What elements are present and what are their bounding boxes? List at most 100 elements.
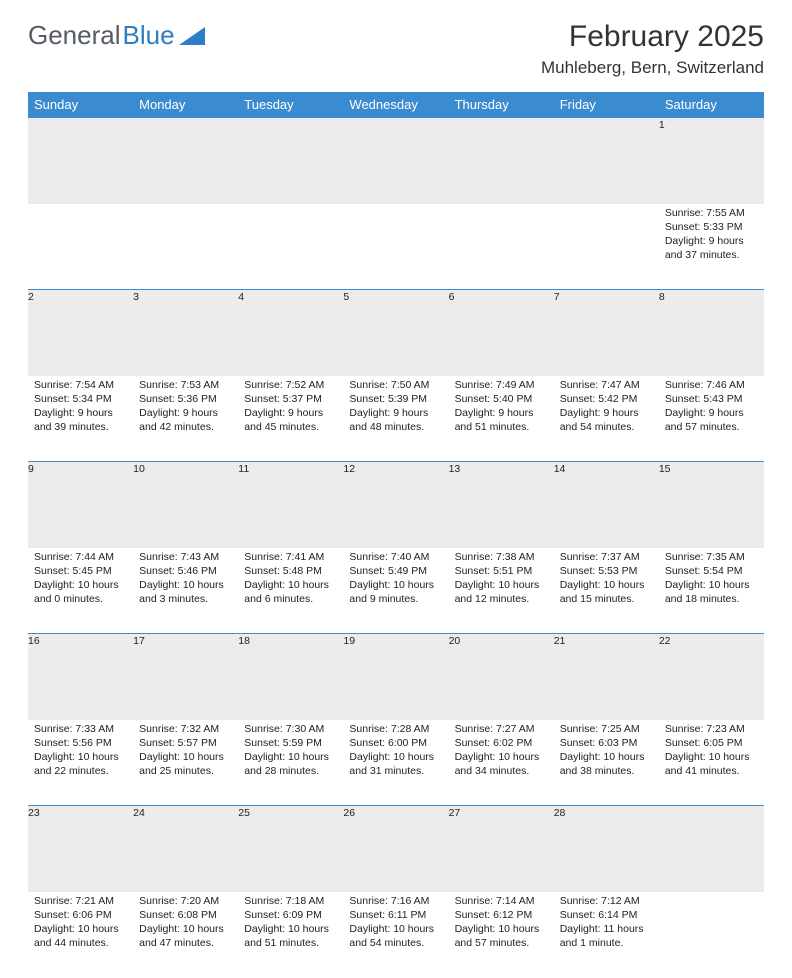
- sunset-text: Sunset: 5:42 PM: [560, 392, 653, 406]
- daylight-text: Daylight: 10 hours and 51 minutes.: [244, 922, 337, 950]
- day-number: 2: [28, 290, 133, 376]
- logo-triangle-icon: [179, 27, 205, 45]
- day-number: [238, 118, 343, 204]
- daynum-row: 9101112131415: [28, 462, 764, 548]
- day-cell: Sunrise: 7:50 AMSunset: 5:39 PMDaylight:…: [343, 376, 448, 462]
- day-cell: Sunrise: 7:30 AMSunset: 5:59 PMDaylight:…: [238, 720, 343, 806]
- day-header: Wednesday: [343, 92, 448, 118]
- day-cell: Sunrise: 7:37 AMSunset: 5:53 PMDaylight:…: [554, 548, 659, 634]
- day-header-row: Sunday Monday Tuesday Wednesday Thursday…: [28, 92, 764, 118]
- sunset-text: Sunset: 5:36 PM: [139, 392, 232, 406]
- sunrise-text: Sunrise: 7:30 AM: [244, 722, 337, 736]
- sunrise-text: Sunrise: 7:35 AM: [665, 550, 758, 564]
- sunset-text: Sunset: 6:11 PM: [349, 908, 442, 922]
- day-number: 16: [28, 634, 133, 720]
- day-number: 5: [343, 290, 448, 376]
- daylight-text: Daylight: 10 hours and 28 minutes.: [244, 750, 337, 778]
- daylight-text: Daylight: 10 hours and 34 minutes.: [455, 750, 548, 778]
- sunset-text: Sunset: 6:02 PM: [455, 736, 548, 750]
- sunset-text: Sunset: 6:09 PM: [244, 908, 337, 922]
- day-number: 3: [133, 290, 238, 376]
- day-cell: Sunrise: 7:41 AMSunset: 5:48 PMDaylight:…: [238, 548, 343, 634]
- day-number: 24: [133, 806, 238, 892]
- sunrise-text: Sunrise: 7:32 AM: [139, 722, 232, 736]
- daylight-text: Daylight: 10 hours and 41 minutes.: [665, 750, 758, 778]
- sunrise-text: Sunrise: 7:40 AM: [349, 550, 442, 564]
- sunset-text: Sunset: 6:05 PM: [665, 736, 758, 750]
- sunrise-text: Sunrise: 7:54 AM: [34, 378, 127, 392]
- sunset-text: Sunset: 6:12 PM: [455, 908, 548, 922]
- day-number: [28, 118, 133, 204]
- day-number: 25: [238, 806, 343, 892]
- day-cell: Sunrise: 7:43 AMSunset: 5:46 PMDaylight:…: [133, 548, 238, 634]
- day-number: 13: [449, 462, 554, 548]
- sunset-text: Sunset: 5:49 PM: [349, 564, 442, 578]
- day-number: 14: [554, 462, 659, 548]
- logo-text-general: General: [28, 20, 121, 51]
- daynum-row: 232425262728: [28, 806, 764, 892]
- daylight-text: Daylight: 10 hours and 54 minutes.: [349, 922, 442, 950]
- daylight-text: Daylight: 10 hours and 44 minutes.: [34, 922, 127, 950]
- sunset-text: Sunset: 5:39 PM: [349, 392, 442, 406]
- sunset-text: Sunset: 6:03 PM: [560, 736, 653, 750]
- day-cell: Sunrise: 7:23 AMSunset: 6:05 PMDaylight:…: [659, 720, 764, 806]
- sunrise-text: Sunrise: 7:12 AM: [560, 894, 653, 908]
- day-number: 9: [28, 462, 133, 548]
- sunrise-text: Sunrise: 7:33 AM: [34, 722, 127, 736]
- day-number: 20: [449, 634, 554, 720]
- day-number: 6: [449, 290, 554, 376]
- day-number: [343, 118, 448, 204]
- day-header: Monday: [133, 92, 238, 118]
- daylight-text: Daylight: 10 hours and 47 minutes.: [139, 922, 232, 950]
- sunset-text: Sunset: 5:37 PM: [244, 392, 337, 406]
- daylight-text: Daylight: 9 hours and 42 minutes.: [139, 406, 232, 434]
- day-cell: Sunrise: 7:52 AMSunset: 5:37 PMDaylight:…: [238, 376, 343, 462]
- daylight-text: Daylight: 9 hours and 39 minutes.: [34, 406, 127, 434]
- week-row: Sunrise: 7:54 AMSunset: 5:34 PMDaylight:…: [28, 376, 764, 462]
- title-block: February 2025 Muhleberg, Bern, Switzerla…: [541, 20, 764, 78]
- day-cell: Sunrise: 7:49 AMSunset: 5:40 PMDaylight:…: [449, 376, 554, 462]
- day-cell: [554, 204, 659, 290]
- sunset-text: Sunset: 5:59 PM: [244, 736, 337, 750]
- sunrise-text: Sunrise: 7:38 AM: [455, 550, 548, 564]
- sunset-text: Sunset: 6:08 PM: [139, 908, 232, 922]
- day-cell: Sunrise: 7:46 AMSunset: 5:43 PMDaylight:…: [659, 376, 764, 462]
- daylight-text: Daylight: 10 hours and 57 minutes.: [455, 922, 548, 950]
- daylight-text: Daylight: 10 hours and 15 minutes.: [560, 578, 653, 606]
- week-row: Sunrise: 7:33 AMSunset: 5:56 PMDaylight:…: [28, 720, 764, 806]
- week-row: Sunrise: 7:55 AMSunset: 5:33 PMDaylight:…: [28, 204, 764, 290]
- day-cell: Sunrise: 7:47 AMSunset: 5:42 PMDaylight:…: [554, 376, 659, 462]
- month-title: February 2025: [541, 20, 764, 54]
- sunset-text: Sunset: 6:00 PM: [349, 736, 442, 750]
- day-cell: [133, 204, 238, 290]
- logo: GeneralBlue: [28, 20, 205, 51]
- day-number: 19: [343, 634, 448, 720]
- daylight-text: Daylight: 10 hours and 38 minutes.: [560, 750, 653, 778]
- daylight-text: Daylight: 9 hours and 37 minutes.: [665, 234, 758, 262]
- day-number: 22: [659, 634, 764, 720]
- daylight-text: Daylight: 10 hours and 22 minutes.: [34, 750, 127, 778]
- week-row: Sunrise: 7:21 AMSunset: 6:06 PMDaylight:…: [28, 892, 764, 978]
- day-cell: Sunrise: 7:14 AMSunset: 6:12 PMDaylight:…: [449, 892, 554, 978]
- sunrise-text: Sunrise: 7:14 AM: [455, 894, 548, 908]
- sunrise-text: Sunrise: 7:25 AM: [560, 722, 653, 736]
- day-number: 10: [133, 462, 238, 548]
- sunset-text: Sunset: 5:48 PM: [244, 564, 337, 578]
- sunrise-text: Sunrise: 7:55 AM: [665, 206, 758, 220]
- daylight-text: Daylight: 9 hours and 57 minutes.: [665, 406, 758, 434]
- sunset-text: Sunset: 5:56 PM: [34, 736, 127, 750]
- sunrise-text: Sunrise: 7:43 AM: [139, 550, 232, 564]
- day-number: 28: [554, 806, 659, 892]
- sunrise-text: Sunrise: 7:28 AM: [349, 722, 442, 736]
- sunset-text: Sunset: 5:40 PM: [455, 392, 548, 406]
- sunrise-text: Sunrise: 7:41 AM: [244, 550, 337, 564]
- day-cell: Sunrise: 7:28 AMSunset: 6:00 PMDaylight:…: [343, 720, 448, 806]
- day-number: 26: [343, 806, 448, 892]
- sunrise-text: Sunrise: 7:23 AM: [665, 722, 758, 736]
- sunset-text: Sunset: 5:53 PM: [560, 564, 653, 578]
- daynum-row: 1: [28, 118, 764, 204]
- day-number: 23: [28, 806, 133, 892]
- day-cell: Sunrise: 7:32 AMSunset: 5:57 PMDaylight:…: [133, 720, 238, 806]
- day-header: Thursday: [449, 92, 554, 118]
- sunset-text: Sunset: 6:06 PM: [34, 908, 127, 922]
